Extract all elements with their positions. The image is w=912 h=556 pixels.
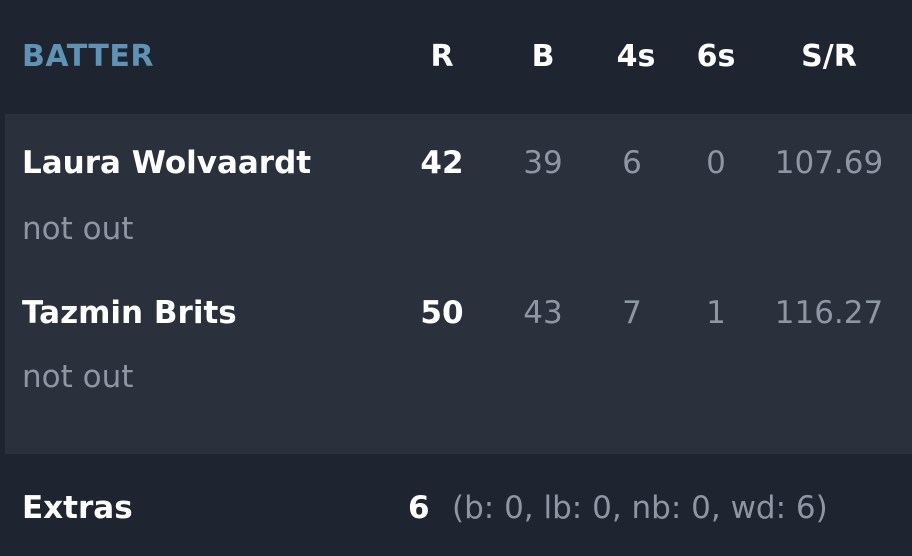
batter-name[interactable]: Tazmin Brits <box>22 295 237 331</box>
batter-dismissal-status: not out <box>22 211 134 247</box>
batter-strike-rate: 116.27 <box>774 295 884 331</box>
extras-label: Extras <box>22 490 133 526</box>
extras-breakdown: (b: 0, lb: 0, nb: 0, wd: 6) <box>452 490 828 526</box>
fours-column-header: 4s <box>616 39 656 74</box>
balls-column-header: B <box>531 39 555 74</box>
batter-runs: 50 <box>420 295 464 331</box>
extras-total: 6 <box>408 490 430 526</box>
batter-name[interactable]: Laura Wolvaardt <box>22 145 312 181</box>
batter-column-header: BATTER <box>22 39 154 74</box>
batter-sixes: 0 <box>706 145 726 181</box>
strike-rate-column-header: S/R <box>801 39 857 74</box>
batter-balls: 39 <box>523 145 563 181</box>
batter-strike-rate: 107.69 <box>774 145 884 181</box>
batter-runs: 42 <box>420 145 464 181</box>
sixes-column-header: 6s <box>696 39 736 74</box>
batter-fours: 7 <box>622 295 642 331</box>
batting-scorecard <box>5 4 912 556</box>
scorecard-footer <box>5 454 912 556</box>
scorecard-header <box>5 4 912 114</box>
batter-fours: 6 <box>622 145 642 181</box>
batter-balls: 43 <box>523 295 563 331</box>
scorecard-body <box>5 114 912 454</box>
batter-dismissal-status: not out <box>22 359 134 395</box>
batter-sixes: 1 <box>706 295 726 331</box>
runs-column-header: R <box>430 39 454 74</box>
